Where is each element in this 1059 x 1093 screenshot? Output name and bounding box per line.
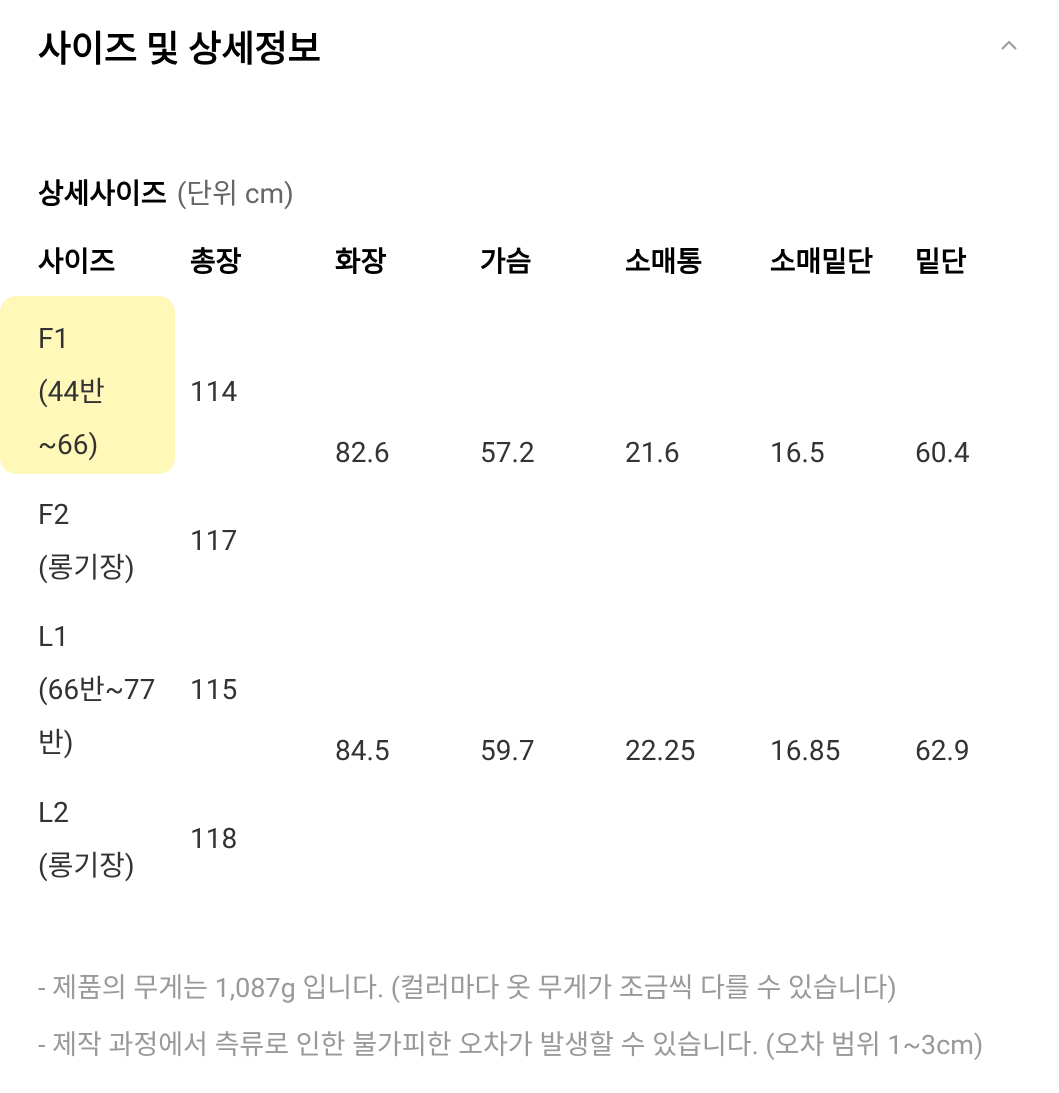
col-header-hem: 밑단 <box>915 240 1059 304</box>
total-length-cell: 118 <box>190 778 335 900</box>
note-item: - 제품의 무게는 1,087g 입니다. (컬러마다 옷 무게가 조금씩 다를… <box>38 960 1021 1017</box>
sleeve-hem-cell: 16.85 <box>770 602 915 900</box>
size-line: (롱기장) <box>38 839 190 892</box>
col-header-total-length: 총장 <box>190 240 335 304</box>
size-label: F1 (44반 ~66) <box>38 312 190 472</box>
section-header: 사이즈 및 상세정보 <box>38 20 1021 72</box>
hem-cell: 62.9 <box>915 602 1059 900</box>
sleeve-width-cell: 22.25 <box>625 602 770 900</box>
col-header-chest: 가슴 <box>480 240 625 304</box>
table-row: F1 (44반 ~66) 114 82.6 57.2 21.6 16.5 60.… <box>38 304 1059 480</box>
sleeve-width-cell: 21.6 <box>625 304 770 602</box>
table-row: L1 (66반~77 반) 115 84.5 59.7 22.25 16.85 … <box>38 602 1059 778</box>
size-cell: L1 (66반~77 반) <box>38 602 190 778</box>
size-line: L1 <box>38 610 190 663</box>
size-line: (44반 <box>38 365 190 418</box>
chest-cell: 57.2 <box>480 304 625 602</box>
subtitle: 상세사이즈 <box>38 177 167 210</box>
section-title: 사이즈 및 상세정보 <box>38 20 321 72</box>
notes-section: - 제품의 무게는 1,087g 입니다. (컬러마다 옷 무게가 조금씩 다를… <box>38 960 1021 1073</box>
col-header-hwajang: 화장 <box>335 240 480 304</box>
col-header-sleeve-hem: 소매밑단 <box>770 240 915 304</box>
size-label: L2 (롱기장) <box>38 786 190 892</box>
col-header-size: 사이즈 <box>38 240 190 304</box>
total-length-cell: 115 <box>190 602 335 778</box>
size-line: (66반~77 <box>38 663 190 716</box>
size-cell: F1 (44반 ~66) <box>38 304 190 480</box>
total-length-cell: 117 <box>190 480 335 602</box>
size-line: (롱기장) <box>38 541 190 594</box>
sleeve-hem-cell: 16.5 <box>770 304 915 602</box>
hem-cell: 60.4 <box>915 304 1059 602</box>
size-label: F2 (롱기장) <box>38 488 190 594</box>
unit-label: (단위 cm) <box>177 177 294 210</box>
chest-cell: 59.7 <box>480 602 625 900</box>
size-cell: F2 (롱기장) <box>38 480 190 602</box>
total-length-cell: 114 <box>190 304 335 480</box>
hwajang-cell: 84.5 <box>335 602 480 900</box>
size-table: 사이즈 총장 화장 가슴 소매통 소매밑단 밑단 F1 (44반 ~66) 11… <box>38 240 1059 900</box>
size-line: L2 <box>38 786 190 839</box>
hwajang-cell: 82.6 <box>335 304 480 602</box>
col-header-sleeve-width: 소매통 <box>625 240 770 304</box>
size-line: ~66) <box>38 418 190 471</box>
size-cell: L2 (롱기장) <box>38 778 190 900</box>
size-line: F1 <box>38 312 190 365</box>
size-label: L1 (66반~77 반) <box>38 610 190 770</box>
note-item: - 제작 과정에서 측류로 인한 불가피한 오차가 발생할 수 있습니다. (오… <box>38 1017 1021 1074</box>
table-header-row: 사이즈 총장 화장 가슴 소매통 소매밑단 밑단 <box>38 240 1059 304</box>
subtitle-row: 상세사이즈 (단위 cm) <box>38 172 1021 212</box>
chevron-up-icon[interactable] <box>997 34 1021 58</box>
table-body: F1 (44반 ~66) 114 82.6 57.2 21.6 16.5 60.… <box>38 304 1059 900</box>
size-line: F2 <box>38 488 190 541</box>
size-line: 반) <box>38 716 190 769</box>
